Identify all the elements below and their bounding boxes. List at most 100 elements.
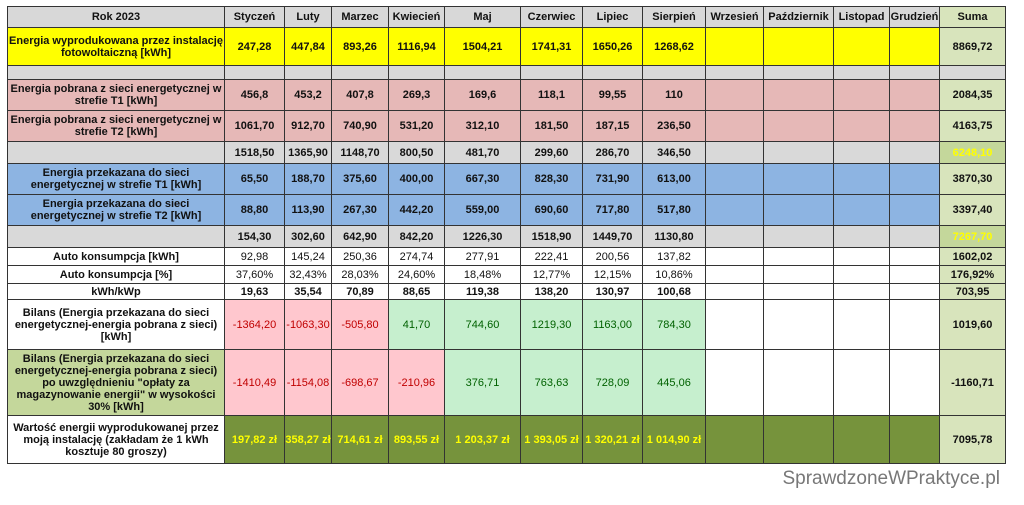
data-cell[interactable] xyxy=(706,164,764,195)
data-cell[interactable] xyxy=(890,300,940,350)
data-cell[interactable]: 88,80 xyxy=(225,195,285,226)
data-cell[interactable] xyxy=(764,142,834,164)
data-cell[interactable]: 481,70 xyxy=(445,142,521,164)
data-cell[interactable] xyxy=(706,66,764,80)
data-cell[interactable] xyxy=(834,350,890,416)
row-label-cell[interactable]: Auto konsumpcja [kWh] xyxy=(8,248,225,266)
data-cell[interactable]: 740,90 xyxy=(332,111,389,142)
data-cell[interactable]: 119,38 xyxy=(445,284,521,300)
data-cell[interactable]: 1518,50 xyxy=(225,142,285,164)
data-cell[interactable] xyxy=(834,164,890,195)
month-header-cell[interactable]: Marzec xyxy=(332,7,389,28)
data-cell[interactable]: 222,41 xyxy=(521,248,583,266)
data-cell[interactable]: 613,00 xyxy=(643,164,706,195)
data-cell[interactable] xyxy=(834,266,890,284)
data-cell[interactable] xyxy=(764,284,834,300)
data-cell[interactable]: 200,56 xyxy=(583,248,643,266)
data-cell[interactable]: 138,20 xyxy=(521,284,583,300)
data-cell[interactable] xyxy=(706,284,764,300)
row-label-cell[interactable]: Energia pobrana z sieci energetycznej w … xyxy=(8,111,225,142)
data-cell[interactable] xyxy=(834,66,890,80)
data-cell[interactable]: 1449,70 xyxy=(583,226,643,248)
data-cell[interactable] xyxy=(389,66,445,80)
data-cell[interactable]: 642,90 xyxy=(332,226,389,248)
data-cell[interactable] xyxy=(706,226,764,248)
sum-cell[interactable]: 8869,72 xyxy=(940,28,1006,66)
data-cell[interactable] xyxy=(890,195,940,226)
data-cell[interactable] xyxy=(706,248,764,266)
data-cell[interactable]: 118,1 xyxy=(521,80,583,111)
data-cell[interactable] xyxy=(764,266,834,284)
month-header-cell[interactable]: Wrzesień xyxy=(706,7,764,28)
data-cell[interactable]: 88,65 xyxy=(389,284,445,300)
data-cell[interactable] xyxy=(764,350,834,416)
sum-cell[interactable]: 6248,10 xyxy=(940,142,1006,164)
data-cell[interactable]: 445,06 xyxy=(643,350,706,416)
data-cell[interactable]: 1219,30 xyxy=(521,300,583,350)
data-cell[interactable]: 375,60 xyxy=(332,164,389,195)
data-cell[interactable]: -210,96 xyxy=(389,350,445,416)
data-cell[interactable] xyxy=(890,416,940,464)
data-cell[interactable]: 1061,70 xyxy=(225,111,285,142)
data-cell[interactable] xyxy=(764,164,834,195)
data-cell[interactable]: 1 393,05 zł xyxy=(521,416,583,464)
data-cell[interactable]: -1063,30 xyxy=(285,300,332,350)
data-cell[interactable]: 92,98 xyxy=(225,248,285,266)
data-cell[interactable]: 407,8 xyxy=(332,80,389,111)
month-header-cell[interactable]: Lipiec xyxy=(583,7,643,28)
sum-cell[interactable]: 1602,02 xyxy=(940,248,1006,266)
data-cell[interactable] xyxy=(834,142,890,164)
month-header-cell[interactable]: Czerwiec xyxy=(521,7,583,28)
data-cell[interactable] xyxy=(583,66,643,80)
data-cell[interactable] xyxy=(890,66,940,80)
data-cell[interactable]: 517,80 xyxy=(643,195,706,226)
data-cell[interactable] xyxy=(890,142,940,164)
data-cell[interactable]: -1154,08 xyxy=(285,350,332,416)
data-cell[interactable] xyxy=(834,284,890,300)
sum-cell[interactable]: 4163,75 xyxy=(940,111,1006,142)
month-header-cell[interactable]: Grudzień xyxy=(890,7,940,28)
data-cell[interactable] xyxy=(764,248,834,266)
data-cell[interactable]: -1410,49 xyxy=(225,350,285,416)
row-label-cell[interactable] xyxy=(8,66,225,80)
year-header-cell[interactable]: Rok 2023 xyxy=(8,7,225,28)
data-cell[interactable]: 1116,94 xyxy=(389,28,445,66)
data-cell[interactable] xyxy=(445,66,521,80)
data-cell[interactable] xyxy=(706,28,764,66)
data-cell[interactable] xyxy=(764,80,834,111)
row-label-cell[interactable] xyxy=(8,142,225,164)
data-cell[interactable]: 453,2 xyxy=(285,80,332,111)
data-cell[interactable] xyxy=(225,66,285,80)
data-cell[interactable]: 286,70 xyxy=(583,142,643,164)
data-cell[interactable]: 277,91 xyxy=(445,248,521,266)
data-cell[interactable] xyxy=(706,300,764,350)
data-cell[interactable] xyxy=(643,66,706,80)
data-cell[interactable]: 247,28 xyxy=(225,28,285,66)
data-cell[interactable]: 145,24 xyxy=(285,248,332,266)
data-cell[interactable] xyxy=(834,80,890,111)
data-cell[interactable]: 99,55 xyxy=(583,80,643,111)
data-cell[interactable]: 299,60 xyxy=(521,142,583,164)
data-cell[interactable] xyxy=(764,195,834,226)
month-header-cell[interactable]: Maj xyxy=(445,7,521,28)
sum-header-cell[interactable]: Suma xyxy=(940,7,1006,28)
data-cell[interactable] xyxy=(890,266,940,284)
data-cell[interactable] xyxy=(764,416,834,464)
data-cell[interactable]: 12,15% xyxy=(583,266,643,284)
data-cell[interactable]: 137,82 xyxy=(643,248,706,266)
sum-cell[interactable]: 3397,40 xyxy=(940,195,1006,226)
data-cell[interactable]: 842,20 xyxy=(389,226,445,248)
row-label-cell[interactable]: Auto konsumpcja [%] xyxy=(8,266,225,284)
data-cell[interactable] xyxy=(285,66,332,80)
data-cell[interactable]: 1163,00 xyxy=(583,300,643,350)
data-cell[interactable] xyxy=(332,66,389,80)
data-cell[interactable] xyxy=(764,226,834,248)
data-cell[interactable]: 28,03% xyxy=(332,266,389,284)
data-cell[interactable]: 1268,62 xyxy=(643,28,706,66)
data-cell[interactable]: 181,50 xyxy=(521,111,583,142)
row-label-cell[interactable]: Wartość energii wyprodukowanej przez moj… xyxy=(8,416,225,464)
data-cell[interactable]: 110 xyxy=(643,80,706,111)
data-cell[interactable]: -1364,20 xyxy=(225,300,285,350)
data-cell[interactable]: 1365,90 xyxy=(285,142,332,164)
data-cell[interactable] xyxy=(890,226,940,248)
